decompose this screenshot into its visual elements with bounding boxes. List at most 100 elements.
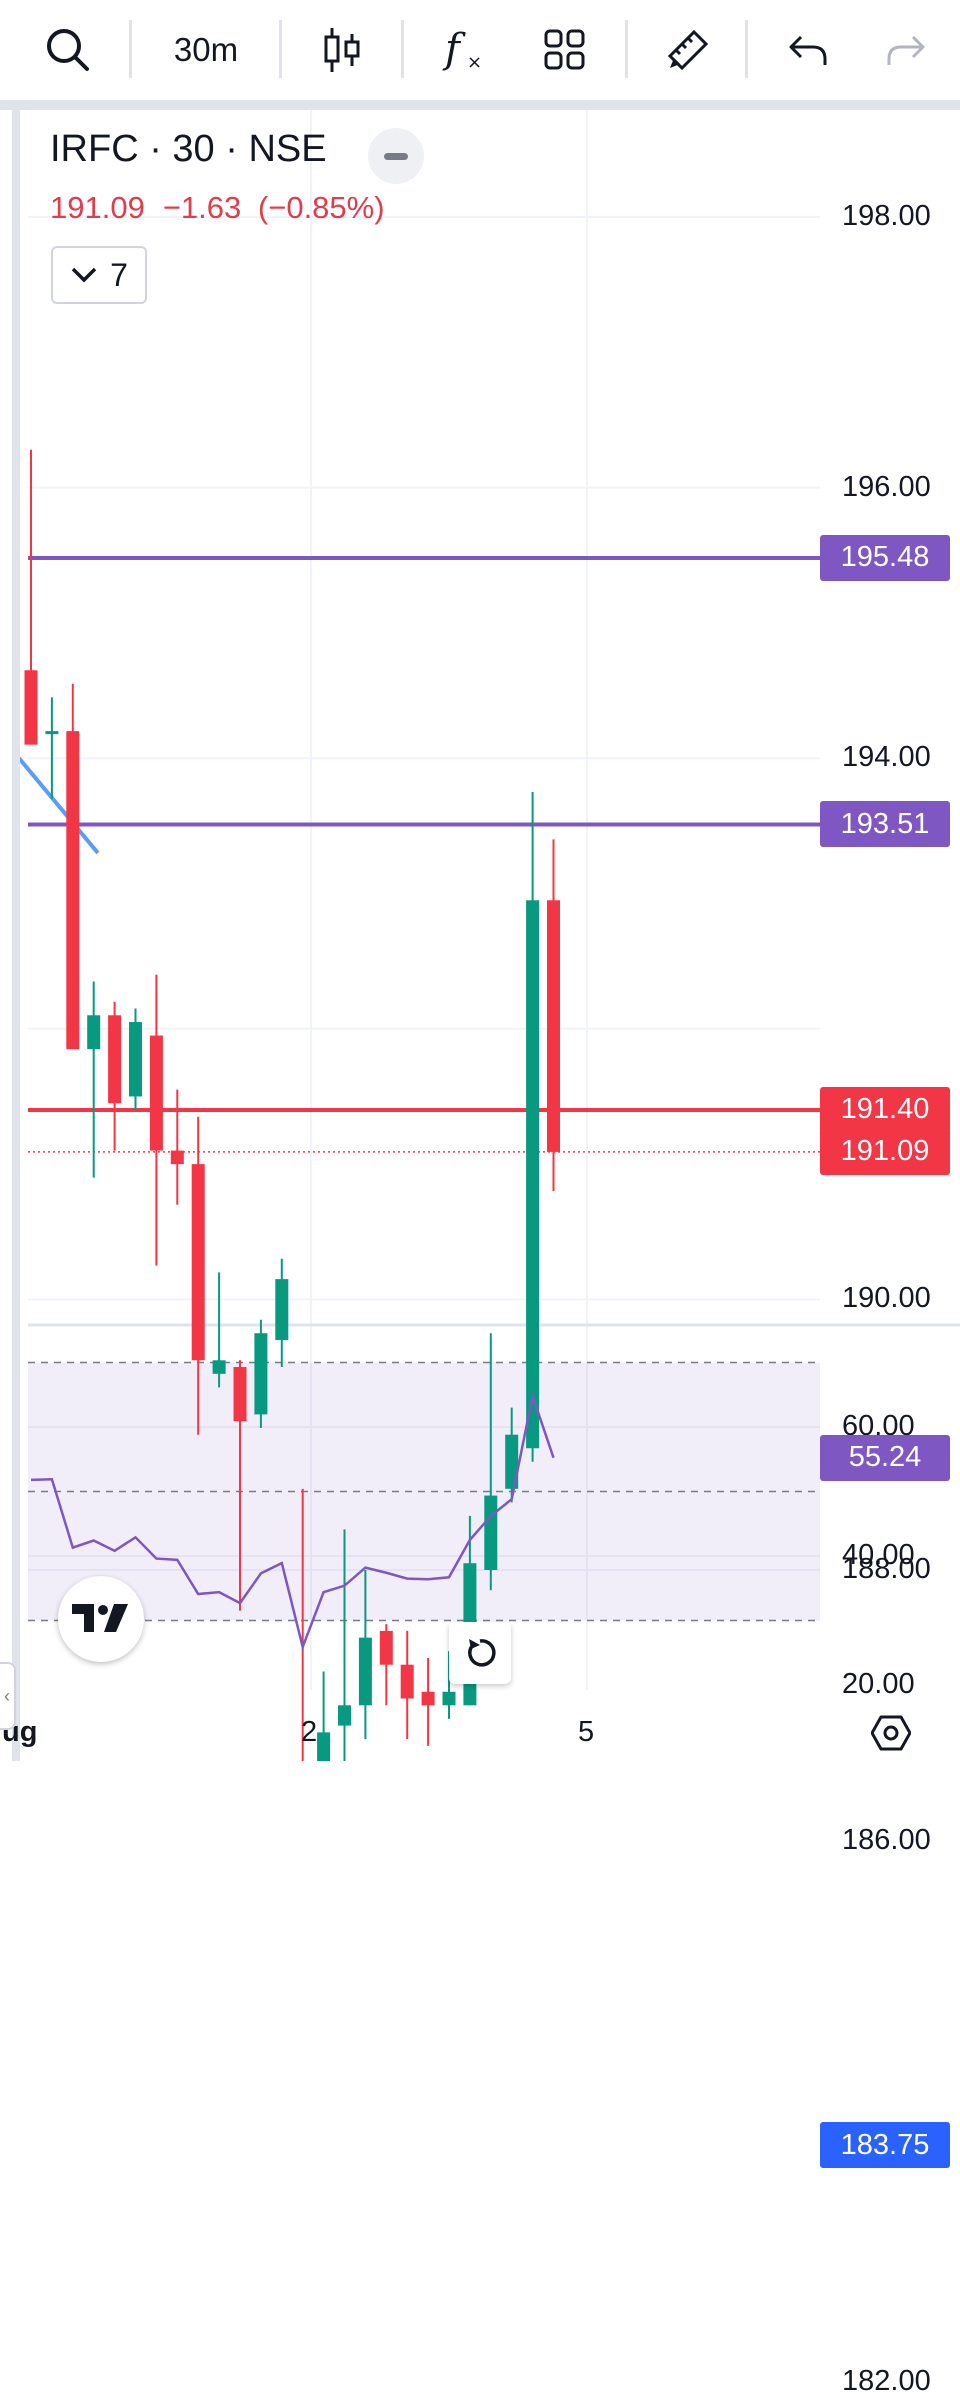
trendline[interactable]: [17, 756, 100, 855]
candle[interactable]: [24, 449, 38, 745]
toolbar-separator: [745, 20, 748, 78]
price-change-line: 191.09 −1.63 (−0.85%): [50, 190, 385, 226]
candle-body: [526, 900, 540, 1449]
candle-body: [233, 1367, 247, 1422]
candle[interactable]: [358, 1570, 372, 1740]
minus-icon: [384, 152, 408, 160]
x-label-5: 5: [578, 1716, 595, 1748]
drawing-tools-icon[interactable]: [662, 8, 714, 92]
candle[interactable]: [317, 1671, 331, 1761]
price-change-percent: (−0.85%): [257, 190, 385, 225]
candle[interactable]: [254, 1319, 268, 1428]
toolbar-separator: [279, 20, 282, 78]
candle-body: [149, 1035, 163, 1151]
candle[interactable]: [129, 1008, 142, 1110]
fx-indicators-icon[interactable]: f ×: [440, 8, 490, 92]
rsi-line: [30, 1391, 555, 1652]
price-axis-label: 190.00: [842, 1282, 931, 1315]
x-label-2: 2: [301, 1716, 318, 1748]
candle[interactable]: [233, 1360, 247, 1611]
candle-body: [358, 1637, 372, 1706]
symbol-title: IRFC · 30 · NSE: [50, 128, 327, 170]
redo-icon[interactable]: [884, 8, 928, 92]
chevron-down-icon: [71, 267, 97, 283]
price-tag-55.24: 55.24: [820, 1434, 950, 1481]
collapse-legend-button[interactable]: [368, 128, 424, 184]
reset-icon: [468, 1639, 496, 1667]
interval-button[interactable]: 30m: [173, 31, 239, 68]
candle[interactable]: [149, 974, 163, 1266]
scroll-left-handle[interactable]: ‹: [0, 1662, 16, 1730]
candle-body: [484, 1495, 498, 1570]
toolbar-separator: [129, 20, 132, 78]
price-axis-label: 196.00: [842, 470, 931, 503]
svg-text:f: f: [442, 26, 466, 72]
tradingview-logo[interactable]: [58, 1576, 144, 1662]
candle-body: [212, 1360, 226, 1374]
candle-body: [379, 1630, 393, 1665]
candle[interactable]: [421, 1657, 435, 1746]
candle[interactable]: [547, 839, 560, 1192]
symbol-legend[interactable]: IRFC · 30 · NSE: [50, 128, 327, 171]
indicators-count: 7: [110, 256, 128, 293]
price-tag-191.09: 191.09: [820, 1128, 950, 1175]
candle-body: [400, 1664, 414, 1699]
chart-canvas[interactable]: [0, 0, 960, 1761]
candle[interactable]: [108, 1001, 122, 1151]
settings-gear-icon[interactable]: [868, 1710, 914, 1756]
candle[interactable]: [505, 1407, 519, 1503]
price-tag-191.40: 191.40: [820, 1086, 950, 1133]
candle[interactable]: [526, 792, 540, 1462]
candle-body: [317, 1732, 331, 1761]
price-change: −1.63: [162, 190, 242, 225]
candle[interactable]: [212, 1272, 226, 1388]
rsi-axis-label: 40.00: [842, 1539, 915, 1571]
candle[interactable]: [45, 697, 59, 799]
candle-body: [45, 731, 59, 735]
layout-grid-icon[interactable]: [540, 8, 590, 92]
price-tag-183.75: 183.75: [820, 2122, 950, 2169]
candle-body: [275, 1279, 289, 1340]
price-tag-195.48: 195.48: [820, 534, 950, 581]
price-axis-label: 194.00: [842, 741, 931, 774]
candle[interactable]: [87, 981, 101, 1178]
price-axis-label: 182.00: [842, 2364, 931, 2397]
candle[interactable]: [338, 1529, 351, 1761]
candle-body: [442, 1691, 456, 1706]
candle-body: [108, 1015, 122, 1104]
last-price: 191.09: [50, 190, 145, 225]
candle[interactable]: [400, 1630, 414, 1740]
svg-text:×: ×: [467, 52, 482, 73]
candle-body: [24, 670, 38, 745]
candle-body: [191, 1164, 205, 1361]
price-axis-label: 186.00: [842, 1823, 931, 1856]
search-icon[interactable]: [40, 8, 96, 92]
candle-body: [547, 900, 560, 1152]
candle-body: [66, 731, 80, 1050]
candle[interactable]: [191, 1116, 205, 1435]
candle[interactable]: [275, 1258, 289, 1368]
candle-body: [421, 1691, 435, 1706]
top-toolbar: 30m f ×: [0, 0, 960, 100]
candle[interactable]: [296, 1488, 309, 1761]
candle[interactable]: [379, 1624, 393, 1706]
candle-body: [170, 1150, 184, 1165]
price-axis-label: 188.00: [842, 1553, 931, 1585]
candle[interactable]: [170, 1089, 184, 1205]
candlestick-icon[interactable]: [318, 8, 366, 92]
price-axis-label: 198.00: [842, 200, 931, 232]
toolbar-separator: [401, 20, 404, 78]
rsi-axis-label: 20.00: [842, 1668, 915, 1700]
indicators-toggle-button[interactable]: 7: [51, 246, 147, 304]
undo-icon[interactable]: [786, 8, 830, 92]
candle[interactable]: [66, 683, 80, 1050]
candle-body: [254, 1333, 268, 1415]
price-tag-193.51: 193.51: [820, 801, 950, 848]
candle-body: [505, 1434, 519, 1489]
toolbar-separator: [625, 20, 628, 78]
candle-body: [338, 1705, 351, 1726]
reset-chart-button[interactable]: [449, 1622, 511, 1684]
toolbar-divider: [0, 100, 960, 110]
candle-body: [87, 1015, 101, 1050]
candle-body: [129, 1022, 142, 1097]
